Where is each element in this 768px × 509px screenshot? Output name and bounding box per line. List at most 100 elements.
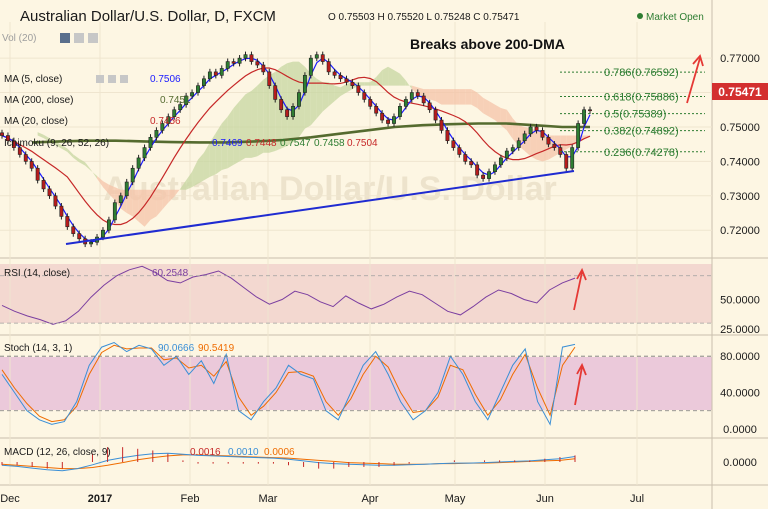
macd-tick-label: 0.0000	[723, 457, 757, 469]
candle-body	[320, 54, 325, 62]
ichimoku-value-1: 0.7469	[212, 138, 243, 149]
ma5-add-icon[interactable]	[108, 75, 116, 83]
ichimoku-cloud-segment	[364, 82, 371, 86]
candle-body	[433, 109, 438, 121]
candle-body	[338, 75, 343, 80]
ichimoku-cloud-segment	[394, 70, 400, 86]
ma200-line	[31, 122, 590, 144]
ichimoku-cloud-segment	[227, 108, 234, 169]
ichimoku-cloud-segment	[209, 132, 216, 177]
ichimoku-cloud-segment	[233, 101, 240, 165]
vol-settings-icon[interactable]	[60, 33, 70, 43]
vol-add-icon[interactable]	[74, 33, 84, 43]
ma20-value: 0.7456	[150, 116, 181, 127]
ma5-label: MA (5, close)	[4, 74, 62, 85]
x-tick-label: Jun	[536, 493, 554, 505]
candle-body	[65, 216, 70, 228]
candle-body	[47, 188, 52, 197]
price-tick-label: 0.72000	[720, 225, 760, 237]
candle-body	[29, 161, 34, 169]
ichimoku-cloud-segment	[382, 66, 389, 86]
ichimoku-cloud-segment	[198, 152, 204, 184]
ichimoku-cloud-segment	[370, 77, 377, 86]
price-tick-label: 0.75000	[720, 122, 760, 134]
ichimoku-cloud-segment	[399, 73, 406, 86]
candle-body	[118, 195, 123, 203]
x-tick-label: Mar	[259, 493, 278, 505]
x-tick-label: Jul	[630, 493, 644, 505]
vol-label: Vol (20)	[2, 33, 36, 44]
candle-body	[35, 167, 40, 181]
price-tick-label: 0.77000	[720, 53, 760, 65]
candle-body	[237, 57, 242, 64]
ichimoku-cloud-segment	[310, 73, 317, 126]
ichimoku-value-2: 0.7448	[246, 138, 277, 149]
candle-body	[154, 130, 159, 138]
candle-body	[415, 92, 420, 97]
candle-body	[184, 95, 189, 105]
rsi-tick-label: 50.0000	[720, 294, 760, 306]
candle-body	[219, 68, 224, 76]
candle-body	[202, 78, 206, 86]
candle-body	[510, 147, 515, 152]
candle-body	[231, 61, 236, 64]
ichimoku-cloud-segment	[411, 85, 418, 95]
ichimoku-cloud-segment	[453, 89, 460, 105]
market-status-dot	[637, 13, 643, 19]
ichimoku-cloud-segment	[108, 184, 115, 201]
candle-body	[350, 81, 355, 86]
ichimoku-cloud-segment	[435, 89, 442, 105]
ichimoku-cloud-segment	[251, 85, 258, 158]
ichimoku-cloud-segment	[114, 187, 121, 209]
candle-body	[451, 140, 456, 148]
macd-value-3: 0.0006	[264, 447, 295, 458]
x-tick-label: Feb	[181, 493, 200, 505]
ichimoku-cloud-segment	[126, 189, 133, 217]
candle-body	[89, 241, 94, 245]
fib-level-label: 0.382(0.74892)	[604, 126, 679, 138]
ichimoku-cloud-segment	[376, 70, 383, 86]
candle-body	[124, 181, 129, 197]
candle-body	[528, 126, 533, 135]
ichimoku-cloud-segment	[79, 158, 86, 166]
ichimoku-cloud-segment	[405, 80, 412, 90]
ichimoku-cloud-segment	[73, 154, 80, 163]
ichimoku-cloud-segment	[316, 78, 323, 119]
ichimoku-cloud-segment	[61, 145, 68, 152]
stoch-d-line	[1, 344, 576, 423]
candle-body	[297, 92, 301, 107]
ma5-settings-icon[interactable]	[96, 75, 104, 83]
candle-body	[540, 130, 545, 138]
candle-body	[326, 61, 331, 73]
candle-body	[261, 64, 266, 73]
candle-body	[166, 116, 171, 124]
candle-body	[249, 54, 254, 62]
candle-body	[374, 106, 379, 114]
stoch-k-value: 90.0666	[158, 343, 195, 354]
vol-close-icon[interactable]	[88, 33, 98, 43]
candle-body	[0, 132, 4, 136]
ichimoku-cloud-segment	[67, 148, 74, 158]
ichimoku-cloud-segment	[263, 75, 270, 153]
stoch-tick-label: 40.0000	[720, 388, 760, 400]
candle-body	[582, 109, 586, 124]
ichimoku-cloud-segment	[328, 82, 335, 107]
ma5-close-icon[interactable]	[120, 75, 128, 83]
ichimoku-cloud-segment	[358, 82, 365, 86]
current-price-value: 0.75471	[718, 85, 762, 99]
candle-body	[11, 140, 16, 148]
fib-level-label: 0.236(0.74278)	[604, 147, 679, 159]
rsi-tick-label: 25.0000	[720, 324, 760, 336]
rsi-value: 60.2548	[152, 268, 189, 279]
candle-body	[196, 85, 200, 93]
ichimoku-cloud-segment	[471, 89, 478, 109]
candle-body	[362, 92, 367, 100]
arrow-up-stoch-icon	[574, 362, 587, 406]
ichimoku-cloud-segment	[85, 162, 92, 171]
ichimoku-cloud-segment	[239, 94, 246, 162]
candle-body	[427, 102, 432, 111]
stoch-tick-label: 80.0000	[720, 351, 760, 363]
candle-body	[291, 106, 295, 117]
x-tick-label: 2017	[88, 493, 112, 505]
